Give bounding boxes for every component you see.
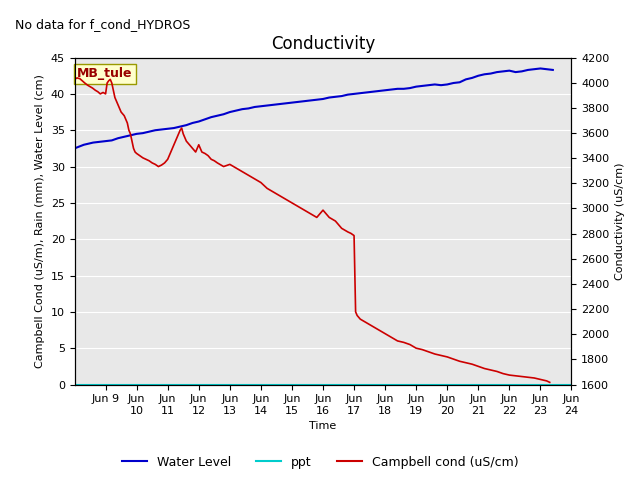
Text: No data for f_cond_HYDROS: No data for f_cond_HYDROS — [15, 18, 190, 31]
Y-axis label: Campbell Cond (uS/m), Rain (mm), Water Level (cm): Campbell Cond (uS/m), Rain (mm), Water L… — [35, 74, 45, 368]
X-axis label: Time: Time — [309, 421, 337, 432]
Title: Conductivity: Conductivity — [271, 35, 375, 53]
Legend: Water Level, ppt, Campbell cond (uS/cm): Water Level, ppt, Campbell cond (uS/cm) — [116, 451, 524, 474]
Y-axis label: Conductivity (uS/cm): Conductivity (uS/cm) — [615, 162, 625, 280]
Text: MB_tule: MB_tule — [77, 67, 132, 80]
